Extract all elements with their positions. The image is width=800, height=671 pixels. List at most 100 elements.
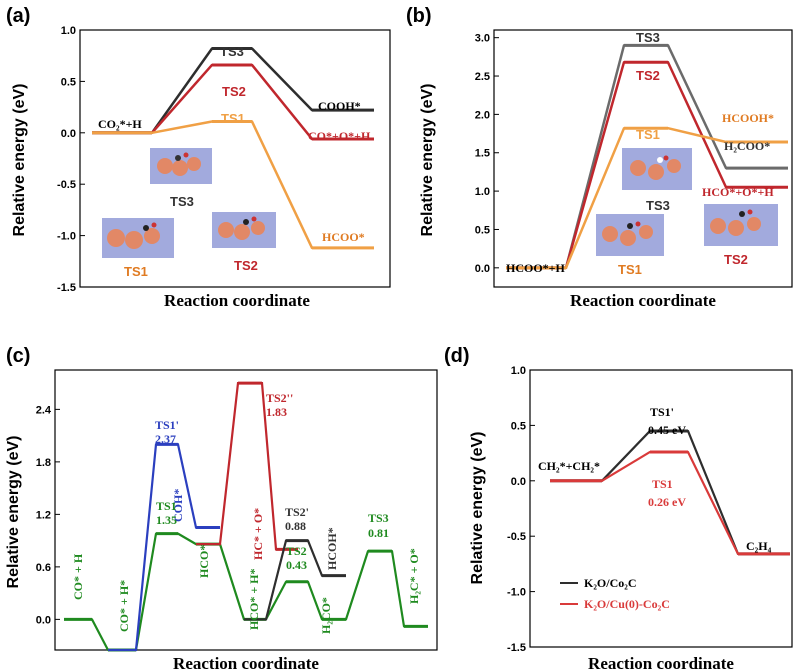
label-hcooh: HCOOH* (722, 111, 774, 125)
inset-label-ts3-b: TS3 (646, 198, 670, 213)
label-ts1p-val: 2.37 (155, 432, 176, 446)
y-tick-label-b-0: 3.0 (475, 33, 490, 45)
y-tick-label-a-2: 0.0 (61, 128, 76, 140)
inset-ts2-a: TS2 (212, 212, 276, 273)
label-ts2-val: 0.43 (286, 558, 307, 572)
label-ts1-a: TS1 (221, 111, 245, 126)
label-ts2pp: TS2'' (266, 391, 293, 405)
panel-label-b: (b) (406, 5, 432, 27)
inset-ts3-b: TS3 (622, 148, 692, 213)
plot-frame-b (493, 29, 793, 288)
y-tick-label-d-4: -1.0 (507, 587, 526, 599)
y-ticks-b: 3.0 2.5 2.0 1.5 1.0 0.5 0.0 (475, 33, 499, 275)
inset-ts3-a: TS3 (150, 148, 212, 209)
label-co-o-h: CO*+O*+H (308, 129, 371, 143)
label-ts2-a: TS2 (222, 84, 246, 99)
inset-label-ts2-a: TS2 (234, 258, 258, 273)
label-ts1: TS1 (156, 499, 177, 513)
plot-frame-c (54, 369, 438, 651)
label-hco-h: HCO* + H* (247, 568, 261, 630)
y-tick-label-a-0: 1.0 (61, 25, 76, 37)
panel-label-a: (a) (6, 5, 30, 27)
series-line-d-0 (550, 429, 790, 556)
y-tick-label-c-3: 0.6 (36, 562, 51, 574)
label-ts2-b: TS2 (636, 68, 660, 83)
x-axis-title-d: Reaction coordinate (588, 654, 734, 671)
label-ts3-c: TS3 (368, 511, 389, 525)
label-ts3-b: TS3 (636, 30, 660, 45)
label-ts1-val: 1.35 (156, 513, 177, 527)
energy-lines-b (506, 43, 788, 270)
legend-d: K₂O/Co₂C K₂O/Cu(0)-Co₂C (560, 576, 670, 611)
inset-ts1-b: TS1 (596, 214, 664, 277)
inset-label-ts1-a: TS1 (124, 264, 148, 279)
y-tick-label-a-4: -1.0 (57, 231, 76, 243)
y-tick-label-b-5: 0.5 (475, 224, 490, 236)
y-tick-label-d-1: 0.5 (511, 420, 526, 432)
y-tick-label-a-1: 0.5 (61, 76, 76, 88)
label-h2co: H₂CO* (319, 597, 333, 634)
label-ts2: TS2 (286, 544, 307, 558)
label-co2-h: CO₂*+H (98, 117, 142, 131)
y-tick-label-b-6: 0.0 (475, 263, 490, 275)
y-ticks-c: 2.4 1.8 1.2 0.6 0.0 (36, 404, 60, 626)
label-c2h4: C₂H₄ (746, 539, 772, 553)
label-hcoo-h: HCOO*+H (506, 261, 566, 275)
legend-label-k2o-cu-co2c: K₂O/Cu(0)-Co₂C (584, 597, 670, 611)
label-coh: COH* (171, 489, 185, 522)
panel-a: (a) 1.0 0.5 0.0 -0.5 -1.0 -1.5 Relative energ… (6, 5, 391, 310)
y-tick-label-d-2: 0.0 (511, 476, 526, 488)
inset-label-ts1-b: TS1 (618, 262, 642, 277)
panel-c: (c) 2.4 1.8 1.2 0.6 0.0 Relative energy (eV)… (5, 345, 438, 671)
inset-label-ts2-b: TS2 (724, 252, 748, 267)
label-ts1p-d: TS1' (650, 405, 674, 419)
label-ts3-c-val: 0.81 (368, 526, 389, 540)
plot-frame-d (529, 369, 793, 648)
y-axis-title-a: Relative energy (eV) (11, 84, 28, 237)
y-tick-label-b-3: 1.5 (475, 148, 490, 160)
panel-d: (d) 1.0 0.5 0.0 -0.5 -1.0 -1.5 Relative energ… (444, 345, 793, 671)
y-axis-title-c: Relative energy (eV) (5, 436, 22, 589)
label-hcoo: HCOO* (322, 230, 365, 244)
y-tick-label-b-4: 1.0 (475, 186, 490, 198)
label-h2c-o: H₂C* + O* (407, 548, 421, 604)
plot-frame-a (79, 29, 391, 288)
y-tick-label-a-3: -0.5 (57, 179, 76, 191)
label-h2coo: H₂COO* (724, 139, 770, 153)
y-axis-title-b: Relative energy (eV) (419, 84, 436, 237)
inset-ts1-a: TS1 (102, 218, 174, 279)
legend-label-k2o-co2c: K₂O/Co₂C (584, 576, 637, 590)
label-ts1-b: TS1 (636, 127, 660, 142)
energy-lines-c (64, 381, 428, 652)
label-hc-o: HC* + O* (251, 508, 265, 560)
y-tick-label-b-1: 2.5 (475, 71, 490, 83)
y-tick-label-c-4: 0.0 (36, 614, 51, 626)
label-ts2pp-val: 1.83 (266, 405, 287, 419)
energy-lines-a (92, 47, 374, 250)
label-cooh: COOH* (318, 99, 361, 113)
y-tick-label-b-2: 2.0 (475, 109, 490, 121)
x-axis-title-b: Reaction coordinate (570, 291, 716, 310)
y-tick-label-d-0: 1.0 (511, 365, 526, 377)
label-ts3-a: TS3 (220, 44, 244, 59)
y-tick-label-c-1: 1.8 (36, 457, 51, 469)
label-ts2p: TS2' (285, 505, 309, 519)
label-ts1-d-val: 0.26 eV (648, 495, 686, 509)
panel-b: (b) 3.0 2.5 2.0 1.5 1.0 0.5 0.0 Relative energ… (406, 5, 793, 310)
x-axis-title-c: Reaction coordinate (173, 654, 319, 671)
label-ch2-ch2: CH₂*+CH₂* (538, 459, 600, 473)
inset-label-ts3-a: TS3 (170, 194, 194, 209)
y-axis-title-d: Relative energy (eV) (469, 432, 486, 585)
label-ts1p: TS1' (155, 418, 179, 432)
y-tick-label-d-3: -0.5 (507, 531, 526, 543)
y-tick-label-a-5: -1.5 (57, 282, 76, 294)
energy-lines-d (550, 429, 790, 556)
label-hco: HCO* (197, 545, 211, 578)
label-ts2p-val: 0.88 (285, 519, 306, 533)
label-co-h2: CO* + H* (117, 580, 131, 632)
y-tick-label-c-2: 1.2 (36, 509, 51, 521)
label-co-h: CO* + H (71, 553, 85, 600)
inset-ts2-b: TS2 (704, 204, 778, 267)
label-hcoh: HCOH* (325, 527, 339, 570)
